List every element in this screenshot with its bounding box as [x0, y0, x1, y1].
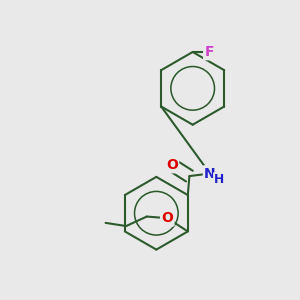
Text: H: H — [214, 173, 225, 186]
Text: N: N — [204, 167, 216, 181]
Text: F: F — [204, 45, 214, 59]
Text: O: O — [166, 158, 178, 172]
Text: O: O — [161, 211, 173, 225]
